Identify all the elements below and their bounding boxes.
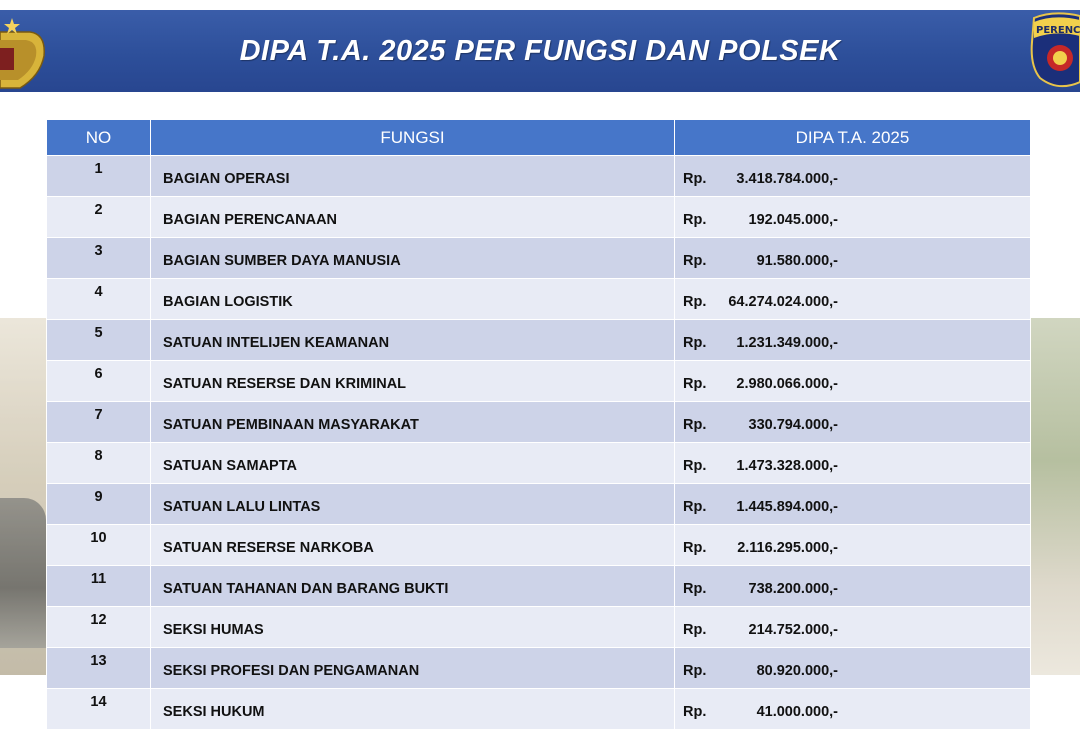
currency-label: Rp. <box>683 294 707 310</box>
currency-label: Rp. <box>683 253 707 269</box>
row-amount: 330.794.000,- <box>748 417 839 433</box>
row-amount: 738.200.000,- <box>748 581 839 597</box>
row-number: 10 <box>46 524 151 566</box>
currency-label: Rp. <box>683 212 707 228</box>
table-row: 7 SATUAN PEMBINAAN MASYARAKAT Rp. 330.794… <box>46 401 1031 443</box>
row-fungsi: SEKSI HUMAS <box>150 606 675 648</box>
row-fungsi: SATUAN PEMBINAAN MASYARAKAT <box>150 401 675 443</box>
column-header-dipa: DIPA T.A. 2025 <box>674 119 1031 156</box>
row-number: 8 <box>46 442 151 484</box>
row-amount: 1.231.349.000,- <box>736 335 838 351</box>
currency-label: Rp. <box>683 335 707 351</box>
row-fungsi: BAGIAN OPERASI <box>150 155 675 197</box>
row-fungsi: SEKSI PROFESI DAN PENGAMANAN <box>150 647 675 689</box>
row-number: 1 <box>46 155 151 197</box>
row-number: 13 <box>46 647 151 689</box>
background-photo-left <box>0 318 46 675</box>
table-body: 1 BAGIAN OPERASI Rp. 3.418.784.000,- 2 BA… <box>46 155 1031 730</box>
row-amount: 192.045.000,- <box>748 212 839 228</box>
row-fungsi: BAGIAN PERENCANAAN <box>150 196 675 238</box>
row-amount-cell: Rp. 1.473.328.000,- <box>674 442 1031 484</box>
row-amount: 2.980.066.000,- <box>736 376 838 392</box>
dipa-table: NO FUNGSI DIPA T.A. 2025 1 BAGIAN OPERAS… <box>46 119 1031 730</box>
currency-label: Rp. <box>683 540 707 556</box>
row-amount: 1.473.328.000,- <box>736 458 838 474</box>
table-row: 10 SATUAN RESERSE NARKOBA Rp. 2.116.295.0… <box>46 524 1031 566</box>
row-amount-cell: Rp. 2.980.066.000,- <box>674 360 1031 402</box>
row-number: 5 <box>46 319 151 361</box>
row-number: 4 <box>46 278 151 320</box>
currency-label: Rp. <box>683 458 707 474</box>
row-amount-cell: Rp. 64.274.024.000,- <box>674 278 1031 320</box>
row-amount: 214.752.000,- <box>748 622 839 638</box>
row-amount-cell: Rp. 91.580.000,- <box>674 237 1031 279</box>
row-amount-cell: Rp. 41.000.000,- <box>674 688 1031 730</box>
row-amount-cell: Rp. 214.752.000,- <box>674 606 1031 648</box>
currency-label: Rp. <box>683 417 707 433</box>
row-fungsi: SATUAN TAHANAN DAN BARANG BUKTI <box>150 565 675 607</box>
table-row: 11 SATUAN TAHANAN DAN BARANG BUKTI Rp. 73… <box>46 565 1031 607</box>
table-row: 5 SATUAN INTELIJEN KEAMANAN Rp. 1.231.349… <box>46 319 1031 361</box>
row-amount: 41.000.000,- <box>756 704 838 720</box>
row-amount: 1.445.894.000,- <box>736 499 838 515</box>
row-amount-cell: Rp. 1.445.894.000,- <box>674 483 1031 525</box>
row-amount: 2.116.295.000,- <box>737 540 838 556</box>
perencanaan-badge-icon: PERENCANAAN <box>1030 12 1080 88</box>
row-amount: 64.274.024.000,- <box>728 294 838 310</box>
row-amount: 80.920.000,- <box>756 663 838 679</box>
row-amount: 3.418.784.000,- <box>736 171 838 187</box>
currency-label: Rp. <box>683 376 707 392</box>
column-header-no: NO <box>46 119 151 156</box>
column-header-fungsi: FUNGSI <box>150 119 675 156</box>
row-fungsi: BAGIAN LOGISTIK <box>150 278 675 320</box>
background-car <box>0 498 46 648</box>
row-amount-cell: Rp. 738.200.000,- <box>674 565 1031 607</box>
row-fungsi: BAGIAN SUMBER DAYA MANUSIA <box>150 237 675 279</box>
row-fungsi: SATUAN SAMAPTA <box>150 442 675 484</box>
table-header-row: NO FUNGSI DIPA T.A. 2025 <box>46 119 1031 156</box>
row-amount-cell: Rp. 3.418.784.000,- <box>674 155 1031 197</box>
row-number: 2 <box>46 196 151 238</box>
page-title: DIPA T.A. 2025 PER FUNGSI DAN POLSEK <box>239 35 841 67</box>
table-row: 13 SEKSI PROFESI DAN PENGAMANAN Rp. 80.92… <box>46 647 1031 689</box>
row-fungsi: SATUAN RESERSE NARKOBA <box>150 524 675 566</box>
currency-label: Rp. <box>683 499 707 515</box>
row-number: 9 <box>46 483 151 525</box>
currency-label: Rp. <box>683 581 707 597</box>
table-row: 3 BAGIAN SUMBER DAYA MANUSIA Rp. 91.580.0… <box>46 237 1031 279</box>
background-photo-right <box>1030 318 1080 675</box>
row-amount-cell: Rp. 192.045.000,- <box>674 196 1031 238</box>
table-row: 2 BAGIAN PERENCANAAN Rp. 192.045.000,- <box>46 196 1031 238</box>
table-row: 6 SATUAN RESERSE DAN KRIMINAL Rp. 2.980.0… <box>46 360 1031 402</box>
currency-label: Rp. <box>683 622 707 638</box>
row-number: 14 <box>46 688 151 730</box>
row-number: 12 <box>46 606 151 648</box>
title-banner: DIPA T.A. 2025 PER FUNGSI DAN POLSEK <box>0 10 1080 92</box>
row-amount-cell: Rp. 330.794.000,- <box>674 401 1031 443</box>
currency-label: Rp. <box>683 663 707 679</box>
row-fungsi: SATUAN RESERSE DAN KRIMINAL <box>150 360 675 402</box>
row-amount-cell: Rp. 80.920.000,- <box>674 647 1031 689</box>
currency-label: Rp. <box>683 171 707 187</box>
table-row: 4 BAGIAN LOGISTIK Rp. 64.274.024.000,- <box>46 278 1031 320</box>
row-fungsi: SATUAN LALU LINTAS <box>150 483 675 525</box>
row-number: 6 <box>46 360 151 402</box>
table-row: 12 SEKSI HUMAS Rp. 214.752.000,- <box>46 606 1031 648</box>
row-amount-cell: Rp. 2.116.295.000,- <box>674 524 1031 566</box>
row-number: 11 <box>46 565 151 607</box>
row-number: 3 <box>46 237 151 279</box>
row-fungsi: SATUAN INTELIJEN KEAMANAN <box>150 319 675 361</box>
row-amount: 91.580.000,- <box>756 253 838 269</box>
currency-label: Rp. <box>683 704 707 720</box>
table-row: 14 SEKSI HUKUM Rp. 41.000.000,- <box>46 688 1031 730</box>
badge-text: PERENCANAAN <box>1036 25 1080 36</box>
table-row: 1 BAGIAN OPERASI Rp. 3.418.784.000,- <box>46 155 1031 197</box>
row-amount-cell: Rp. 1.231.349.000,- <box>674 319 1031 361</box>
table-row: 8 SATUAN SAMAPTA Rp. 1.473.328.000,- <box>46 442 1031 484</box>
row-number: 7 <box>46 401 151 443</box>
row-fungsi: SEKSI HUKUM <box>150 688 675 730</box>
table-row: 9 SATUAN LALU LINTAS Rp. 1.445.894.000,- <box>46 483 1031 525</box>
police-emblem-icon <box>0 18 45 89</box>
